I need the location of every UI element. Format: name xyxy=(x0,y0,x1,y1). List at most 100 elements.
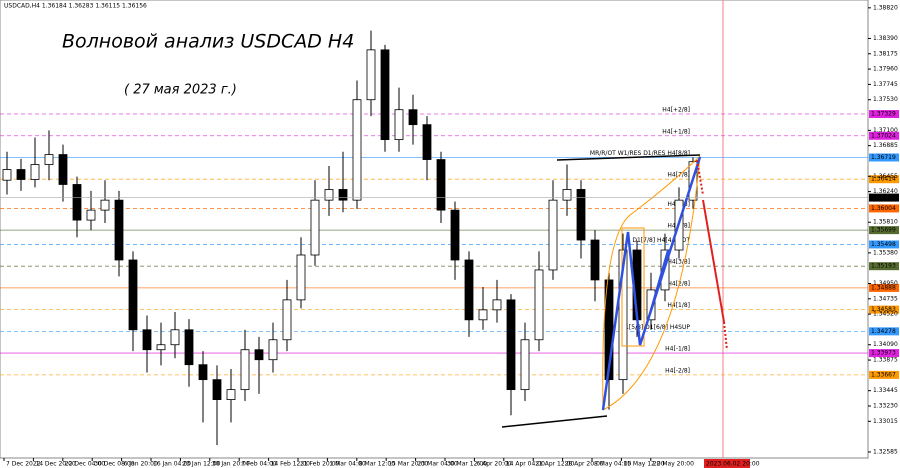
level-box xyxy=(869,370,899,379)
y-tick-label: 1.33445 xyxy=(873,387,898,394)
candle-body xyxy=(86,209,96,221)
candle-body xyxy=(254,349,264,361)
level-label: 1.36414 xyxy=(871,176,896,183)
level-name: H4[-2/8] xyxy=(665,367,690,374)
axes: 1.38820 1.38390 1.38175 1.37960 1.37745 1.375… xyxy=(0,4,899,468)
levels: H4[+2/8] 1.37329 H4[+1/8] 1.37024 MR/R/OT W1… xyxy=(0,107,899,379)
candle-body xyxy=(590,239,600,281)
candle-body xyxy=(100,199,110,211)
y-tick-label: 1.37530 xyxy=(873,96,898,103)
candle-body xyxy=(646,289,656,321)
y-tick-label: 1.34950 xyxy=(873,280,898,287)
candle-body xyxy=(114,199,124,261)
candle-body xyxy=(324,189,334,201)
level-label: 1.33973 xyxy=(871,350,896,357)
candle-body xyxy=(464,259,474,321)
candle-body xyxy=(170,329,180,346)
x-tick-label: 16 Jan 04:00 xyxy=(153,461,191,468)
y-tick-label: 1.35380 xyxy=(873,249,898,256)
x-tick-label: 6 Jan 20:00 xyxy=(124,461,158,468)
x-tick-label: 30 Dec 08:00 xyxy=(94,461,135,468)
candle-body xyxy=(44,154,54,165)
candle-body xyxy=(128,259,138,331)
level-box xyxy=(869,262,899,271)
y-tick-label: 1.34735 xyxy=(873,295,898,302)
x-tick-label: 22 May 20:00 xyxy=(653,461,694,468)
x-tick-label: 28 Apr 20:00 xyxy=(565,461,604,468)
candle-body xyxy=(422,124,432,160)
y-tick-label: 1.33015 xyxy=(873,418,898,425)
candle-body xyxy=(16,169,26,180)
candle-body xyxy=(604,279,614,381)
y-tick-label: 1.38175 xyxy=(873,50,898,57)
candle-body xyxy=(296,254,306,301)
level-box xyxy=(869,153,899,162)
candle-body xyxy=(380,49,390,141)
candle-body xyxy=(352,99,362,201)
level-box xyxy=(869,175,899,184)
current-price-label: 1.36156 xyxy=(871,194,896,201)
wave-channel xyxy=(602,155,701,411)
level-name: D1[7/8] H4[4/8] OT xyxy=(632,237,690,244)
level-box xyxy=(869,349,899,358)
candle-body xyxy=(408,109,418,126)
future-box xyxy=(704,459,750,468)
y-tick-label: 1.36455 xyxy=(873,173,898,180)
level-box xyxy=(869,327,899,336)
level-label: 1.37024 xyxy=(871,132,896,139)
level-label: 1.37329 xyxy=(871,111,896,118)
future-label: 2023.06.02 20:00 xyxy=(706,461,760,468)
header: USDCAD,H4 1.36184 1.36283 1.36115 1.3615… xyxy=(4,3,147,10)
level-label: 1.35193 xyxy=(871,263,896,270)
level-box xyxy=(869,226,899,235)
x-tick-label: 14 Dec 20:00 xyxy=(35,461,76,468)
y-tick-label: 1.38390 xyxy=(873,35,898,42)
level-label: 1.36004 xyxy=(871,205,896,212)
candle-body xyxy=(450,209,460,261)
candle-body xyxy=(562,189,572,201)
x-tick-label: 21 Feb 20:00 xyxy=(300,461,340,468)
level-box xyxy=(869,305,899,314)
level-label: 1.36719 xyxy=(871,154,896,161)
level-label: 1.35699 xyxy=(871,227,896,234)
candle-body xyxy=(156,344,166,351)
x-tick-label: 23 Jan 12:00 xyxy=(182,461,220,468)
current-price-box xyxy=(869,193,899,202)
x-tick-label: 30 Jan 20:00 xyxy=(212,461,250,468)
x-tick-label: 8 May 04:00 xyxy=(594,461,632,468)
x-tick-label: 30 Mar 12:00 xyxy=(447,461,487,468)
level-label: 1.34888 xyxy=(871,284,896,291)
x-tick-label: 15 Mar 20:00 xyxy=(388,461,428,468)
chart-subtitle: ( 27 мая 2023 г.) xyxy=(124,83,237,98)
x-tick-label: 14 Feb 12:00 xyxy=(271,461,311,468)
y-tick-label: 1.35810 xyxy=(873,219,898,226)
wave-line xyxy=(647,249,669,321)
x-tick-label: 21 Apr 12:00 xyxy=(535,461,574,468)
level-name: H4[-1/8] xyxy=(665,346,690,353)
candle-body xyxy=(492,299,502,311)
candle-body xyxy=(58,154,68,185)
candle-body xyxy=(198,364,208,381)
y-tick-label: 1.36240 xyxy=(873,188,898,195)
y-tick-label: 1.37100 xyxy=(873,127,898,134)
x-tick-label: 23 Mar 04:00 xyxy=(418,461,458,468)
wave-line xyxy=(601,156,702,411)
level-name: H4[1/8] xyxy=(667,302,690,309)
level-box xyxy=(869,131,899,140)
x-tick-label: 22 Dec 04:00 xyxy=(65,461,106,468)
candle-body xyxy=(212,379,222,400)
candle-body xyxy=(268,339,278,361)
candle-body xyxy=(142,329,152,351)
annotations xyxy=(501,154,728,428)
level-box xyxy=(869,240,899,249)
x-tick-label: 8 Mar 12:00 xyxy=(359,461,395,468)
candle-body xyxy=(72,184,82,221)
candle-body xyxy=(478,309,488,321)
level-name: H4[+1/8] xyxy=(662,128,690,135)
chart-title: Волновой анализ USDCAD H4 xyxy=(62,31,354,53)
y-tick-label: 1.34090 xyxy=(873,341,898,348)
wave-box xyxy=(621,227,645,347)
x-tick-label: 14 Apr 04:00 xyxy=(506,461,545,468)
y-tick-label: 1.37960 xyxy=(873,66,898,73)
level-name: H4[3/8] xyxy=(667,259,690,266)
